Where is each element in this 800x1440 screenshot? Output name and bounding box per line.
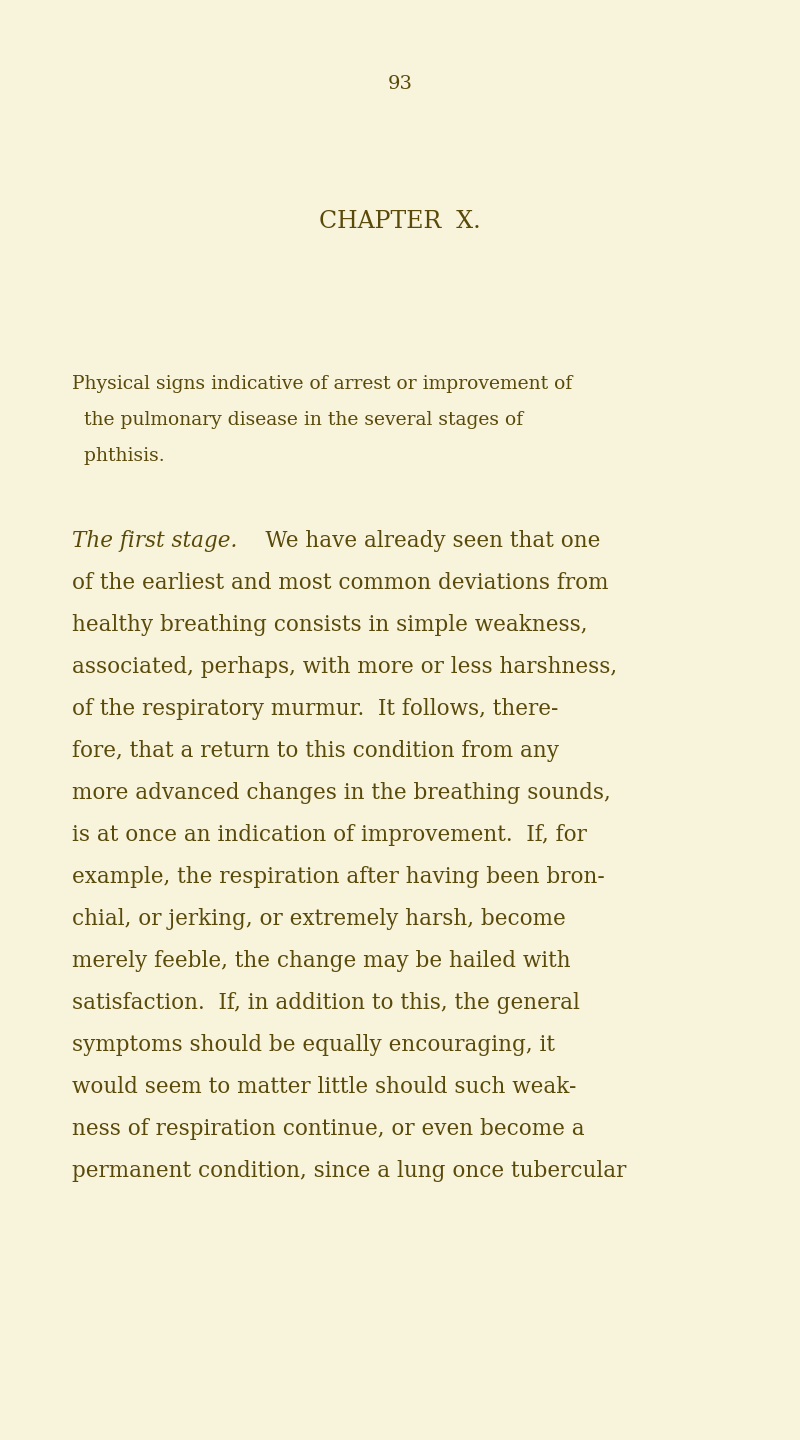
Text: permanent condition, since a lung once tubercular: permanent condition, since a lung once t… bbox=[72, 1161, 626, 1182]
Text: associated, perhaps, with more or less harshness,: associated, perhaps, with more or less h… bbox=[72, 657, 617, 678]
Text: example, the respiration after having been bron-: example, the respiration after having be… bbox=[72, 865, 605, 888]
Text: The first stage.: The first stage. bbox=[72, 530, 238, 552]
Text: of the earliest and most common deviations from: of the earliest and most common deviatio… bbox=[72, 572, 609, 593]
Text: CHAPTER  X.: CHAPTER X. bbox=[319, 210, 481, 233]
Text: symptoms should be equally encouraging, it: symptoms should be equally encouraging, … bbox=[72, 1034, 555, 1056]
Text: the pulmonary disease in the several stages of: the pulmonary disease in the several sta… bbox=[72, 410, 523, 429]
Text: fore, that a return to this condition from any: fore, that a return to this condition fr… bbox=[72, 740, 559, 762]
Text: healthy breathing consists in simple weakness,: healthy breathing consists in simple wea… bbox=[72, 613, 587, 636]
Text: would seem to matter little should such weak-: would seem to matter little should such … bbox=[72, 1076, 576, 1097]
Text: is at once an indication of improvement.  If, for: is at once an indication of improvement.… bbox=[72, 824, 587, 845]
Text: more advanced changes in the breathing sounds,: more advanced changes in the breathing s… bbox=[72, 782, 610, 804]
Text: ness of respiration continue, or even become a: ness of respiration continue, or even be… bbox=[72, 1117, 585, 1140]
Text: Physical signs indicative of arrest or improvement of: Physical signs indicative of arrest or i… bbox=[72, 374, 572, 393]
Text: chial, or jerking, or extremely harsh, become: chial, or jerking, or extremely harsh, b… bbox=[72, 909, 566, 930]
Text: 93: 93 bbox=[387, 75, 413, 94]
Text: satisfaction.  If, in addition to this, the general: satisfaction. If, in addition to this, t… bbox=[72, 992, 580, 1014]
Text: We have already seen that one: We have already seen that one bbox=[238, 530, 601, 552]
Text: phthisis.: phthisis. bbox=[72, 446, 165, 465]
Text: merely feeble, the change may be hailed with: merely feeble, the change may be hailed … bbox=[72, 950, 570, 972]
Text: of the respiratory murmur.  It follows, there-: of the respiratory murmur. It follows, t… bbox=[72, 698, 558, 720]
